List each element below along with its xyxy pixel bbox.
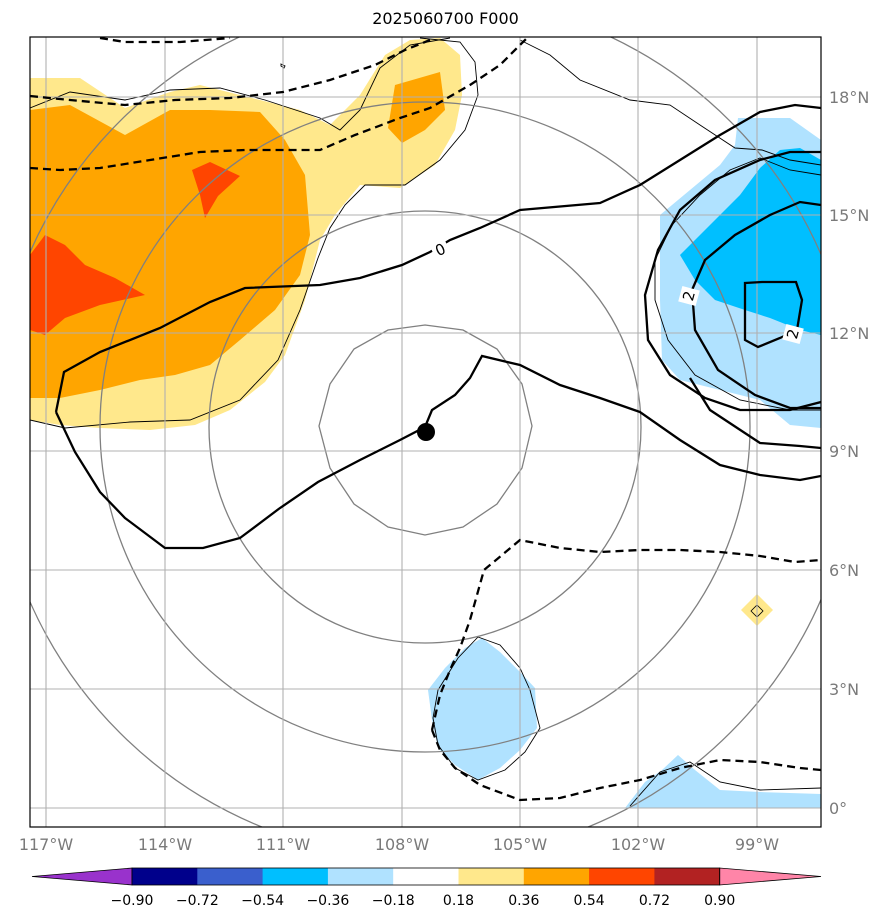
range-rings [30, 37, 821, 827]
colorbar: −0.90 −0.72 −0.54 −0.36 −0.18 0.18 0.36 0.54 0.7… [31, 867, 822, 909]
shading-lightblue-south [428, 638, 537, 780]
contour-labels: 0 2 2 [429, 237, 804, 345]
colorbar-segment [654, 868, 721, 885]
lat-tick-labels: 18°N 15°N 12°N 9°N 6°N 3°N 0° [829, 88, 869, 818]
colorbar-segment [393, 868, 459, 885]
colorbar-segment [523, 868, 590, 885]
colorbar-label: 0.18 [443, 893, 474, 909]
lat-label: 9°N [829, 442, 859, 461]
map-frame [29, 36, 822, 828]
shading-orange-west [30, 105, 310, 398]
storm-center-marker [417, 423, 435, 441]
colorbar-segment [197, 868, 264, 885]
colorbar-segment [458, 868, 525, 885]
colorbar-label: −0.54 [241, 893, 284, 909]
colorbar-label: −0.36 [306, 893, 349, 909]
colorbar-label: −0.90 [111, 893, 154, 909]
colorbar-segment [132, 868, 198, 885]
lon-label: 114°W [138, 835, 193, 854]
shading-lightblue-southeast [625, 755, 821, 808]
lat-label: 0° [829, 799, 847, 818]
contour-label-two-b: 2 [783, 327, 803, 341]
shading-red-west [30, 235, 145, 335]
colorbar-label: 0.72 [639, 893, 670, 909]
dashed-contours [30, 37, 821, 802]
lon-label: 102°W [611, 835, 666, 854]
colorbar-label: 0.54 [574, 893, 605, 909]
colorbar-label: −0.72 [176, 893, 219, 909]
colorbar-extend-low [31, 867, 133, 886]
colorbar-label: 0.90 [704, 893, 735, 909]
lon-label: 111°W [256, 835, 311, 854]
colorbar-segment [589, 868, 655, 885]
contour-label-two-a: 2 [679, 289, 699, 303]
lon-label: 117°W [19, 835, 74, 854]
map-area: 0 2 2 [30, 37, 821, 827]
colorbar-extend-high [719, 867, 822, 886]
colorbar-segment [262, 868, 329, 885]
lat-label: 18°N [829, 88, 869, 107]
plot-title: 2025060700 F000 [372, 9, 519, 28]
lat-label: 15°N [829, 206, 869, 225]
colorbar-label: −0.18 [372, 893, 415, 909]
lat-label: 3°N [829, 680, 859, 699]
colorbar-segment [327, 868, 394, 885]
colorbar-outline [131, 867, 721, 886]
shading-red-north [192, 162, 240, 218]
lon-label: 108°W [375, 835, 430, 854]
lat-label: 6°N [829, 561, 859, 580]
lat-label: 12°N [829, 324, 869, 343]
lon-label: 99°W [735, 835, 779, 854]
colorbar-label: 0.36 [508, 893, 539, 909]
shading-skyblue-east [680, 148, 821, 335]
lon-label: 105°W [493, 835, 548, 854]
lon-tick-labels: 117°W 114°W 111°W 108°W 105°W 102°W 99°W [19, 835, 779, 854]
